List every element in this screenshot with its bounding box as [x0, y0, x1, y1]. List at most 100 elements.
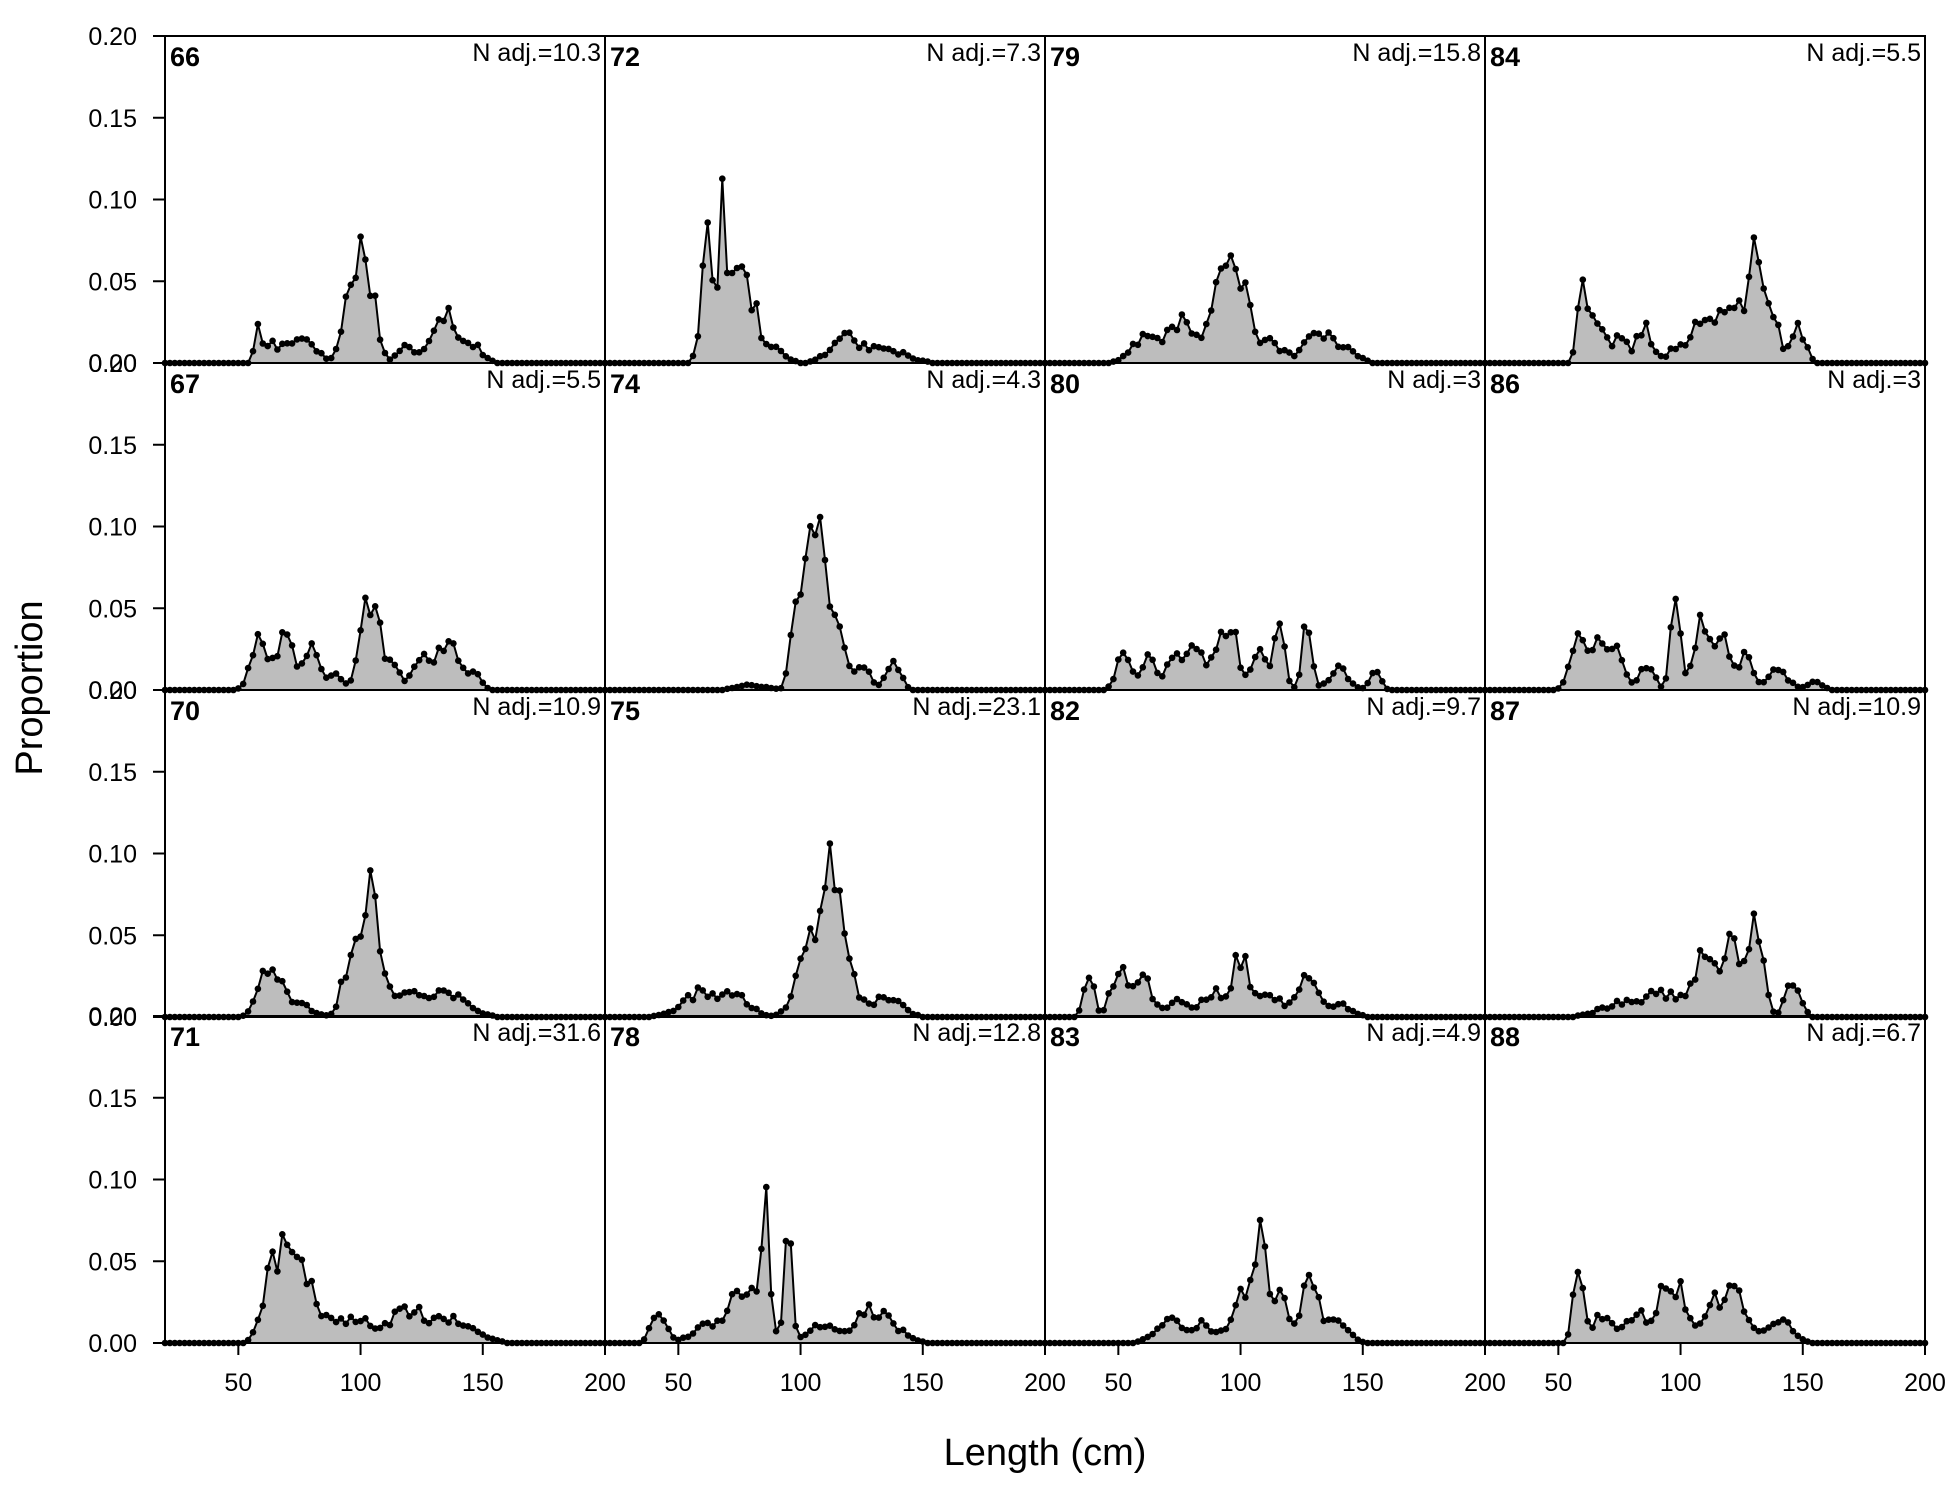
data-point [1574, 630, 1582, 637]
panel-label: 72 [610, 42, 640, 72]
data-point [1119, 352, 1127, 360]
data-point [811, 356, 819, 364]
data-point [1237, 1285, 1244, 1293]
data-point [1168, 323, 1176, 331]
panel-66-line [165, 236, 605, 364]
data-point [455, 657, 462, 664]
data-point [1364, 679, 1371, 687]
data-point [1168, 654, 1176, 662]
data-point [1647, 987, 1655, 995]
data-point [1657, 352, 1665, 360]
data-point [1750, 910, 1758, 917]
data-point [1198, 649, 1205, 656]
data-point [1315, 1293, 1323, 1301]
data-point [890, 347, 897, 355]
data-point [1281, 1002, 1288, 1010]
x-tick-label: 100 [780, 1369, 822, 1397]
data-point [1770, 1008, 1777, 1015]
data-point [1657, 986, 1665, 994]
data-point [1300, 623, 1308, 630]
data-point [1687, 980, 1694, 987]
data-point [870, 679, 878, 686]
data-point [1154, 1325, 1161, 1332]
data-point [1295, 346, 1303, 354]
data-point [1731, 1282, 1738, 1290]
data-point [1711, 643, 1719, 650]
data-point [425, 337, 433, 345]
data-point [1603, 334, 1611, 341]
data-point [303, 1001, 311, 1009]
data-point [890, 1320, 897, 1327]
data-point [411, 987, 418, 995]
data-point [1315, 330, 1323, 338]
data-point [1623, 1317, 1631, 1325]
data-point [1129, 340, 1137, 348]
panel-n-adj: N adj.=6.7 [1806, 1019, 1921, 1047]
data-point [1701, 953, 1709, 961]
data-point [1266, 334, 1274, 342]
data-point [293, 1253, 301, 1261]
data-point [1726, 1282, 1733, 1289]
data-point [1232, 1301, 1239, 1309]
data-point [1804, 681, 1811, 689]
data-point [660, 1317, 667, 1324]
data-point [386, 656, 394, 663]
data-point [1789, 1327, 1797, 1335]
y-tick-label: 0.20 [88, 1003, 137, 1031]
data-point [1144, 1333, 1151, 1341]
data-point [1212, 646, 1220, 653]
data-point [474, 670, 482, 678]
data-point [1750, 669, 1758, 677]
data-point [420, 345, 428, 353]
data-point [1599, 640, 1606, 647]
data-point [293, 663, 301, 670]
data-point [1247, 1276, 1254, 1284]
panel-label: 74 [610, 369, 640, 399]
data-point [826, 840, 834, 847]
data-point [826, 603, 834, 610]
panel-80: 80 N adj.=3 [1041, 362, 1489, 694]
y-tick-label: 0.15 [88, 759, 137, 787]
data-point [1804, 344, 1811, 351]
data-point [1325, 329, 1332, 336]
data-point [728, 269, 736, 277]
panel-72: 72 N adj.=7.3 [601, 35, 1049, 367]
data-point [1359, 354, 1367, 362]
panel-label: 78 [610, 1022, 640, 1052]
data-point [1134, 341, 1142, 349]
data-point [1149, 1330, 1156, 1338]
data-point [1119, 963, 1127, 971]
data-point [743, 271, 751, 279]
data-point [1310, 329, 1318, 337]
data-point [1613, 642, 1621, 650]
data-point [474, 1007, 482, 1015]
data-point [244, 664, 252, 672]
panel-70-area [165, 870, 605, 1017]
data-point [1276, 347, 1283, 355]
data-point [342, 293, 350, 301]
data-point [1638, 999, 1645, 1006]
x-tick-label: 100 [1220, 1369, 1262, 1397]
panel-n-adj: N adj.=23.1 [912, 693, 1041, 721]
data-point [1105, 990, 1112, 997]
data-point [469, 1324, 477, 1332]
data-point [743, 681, 751, 688]
data-point [1569, 1291, 1577, 1298]
data-point [1706, 955, 1714, 963]
data-point [381, 349, 389, 357]
data-point [723, 269, 731, 277]
data-point [1266, 991, 1274, 999]
data-point [719, 991, 726, 998]
data-point [1672, 1293, 1679, 1301]
data-point [1256, 339, 1264, 347]
data-point [1193, 1004, 1200, 1011]
data-point [1775, 1009, 1782, 1016]
data-point [772, 1327, 780, 1335]
data-point [1110, 675, 1117, 683]
data-point [846, 329, 853, 337]
data-point [895, 666, 902, 674]
data-point [1608, 1003, 1616, 1010]
data-point [327, 354, 335, 362]
data-point [1247, 983, 1254, 991]
data-point [1163, 1004, 1171, 1011]
